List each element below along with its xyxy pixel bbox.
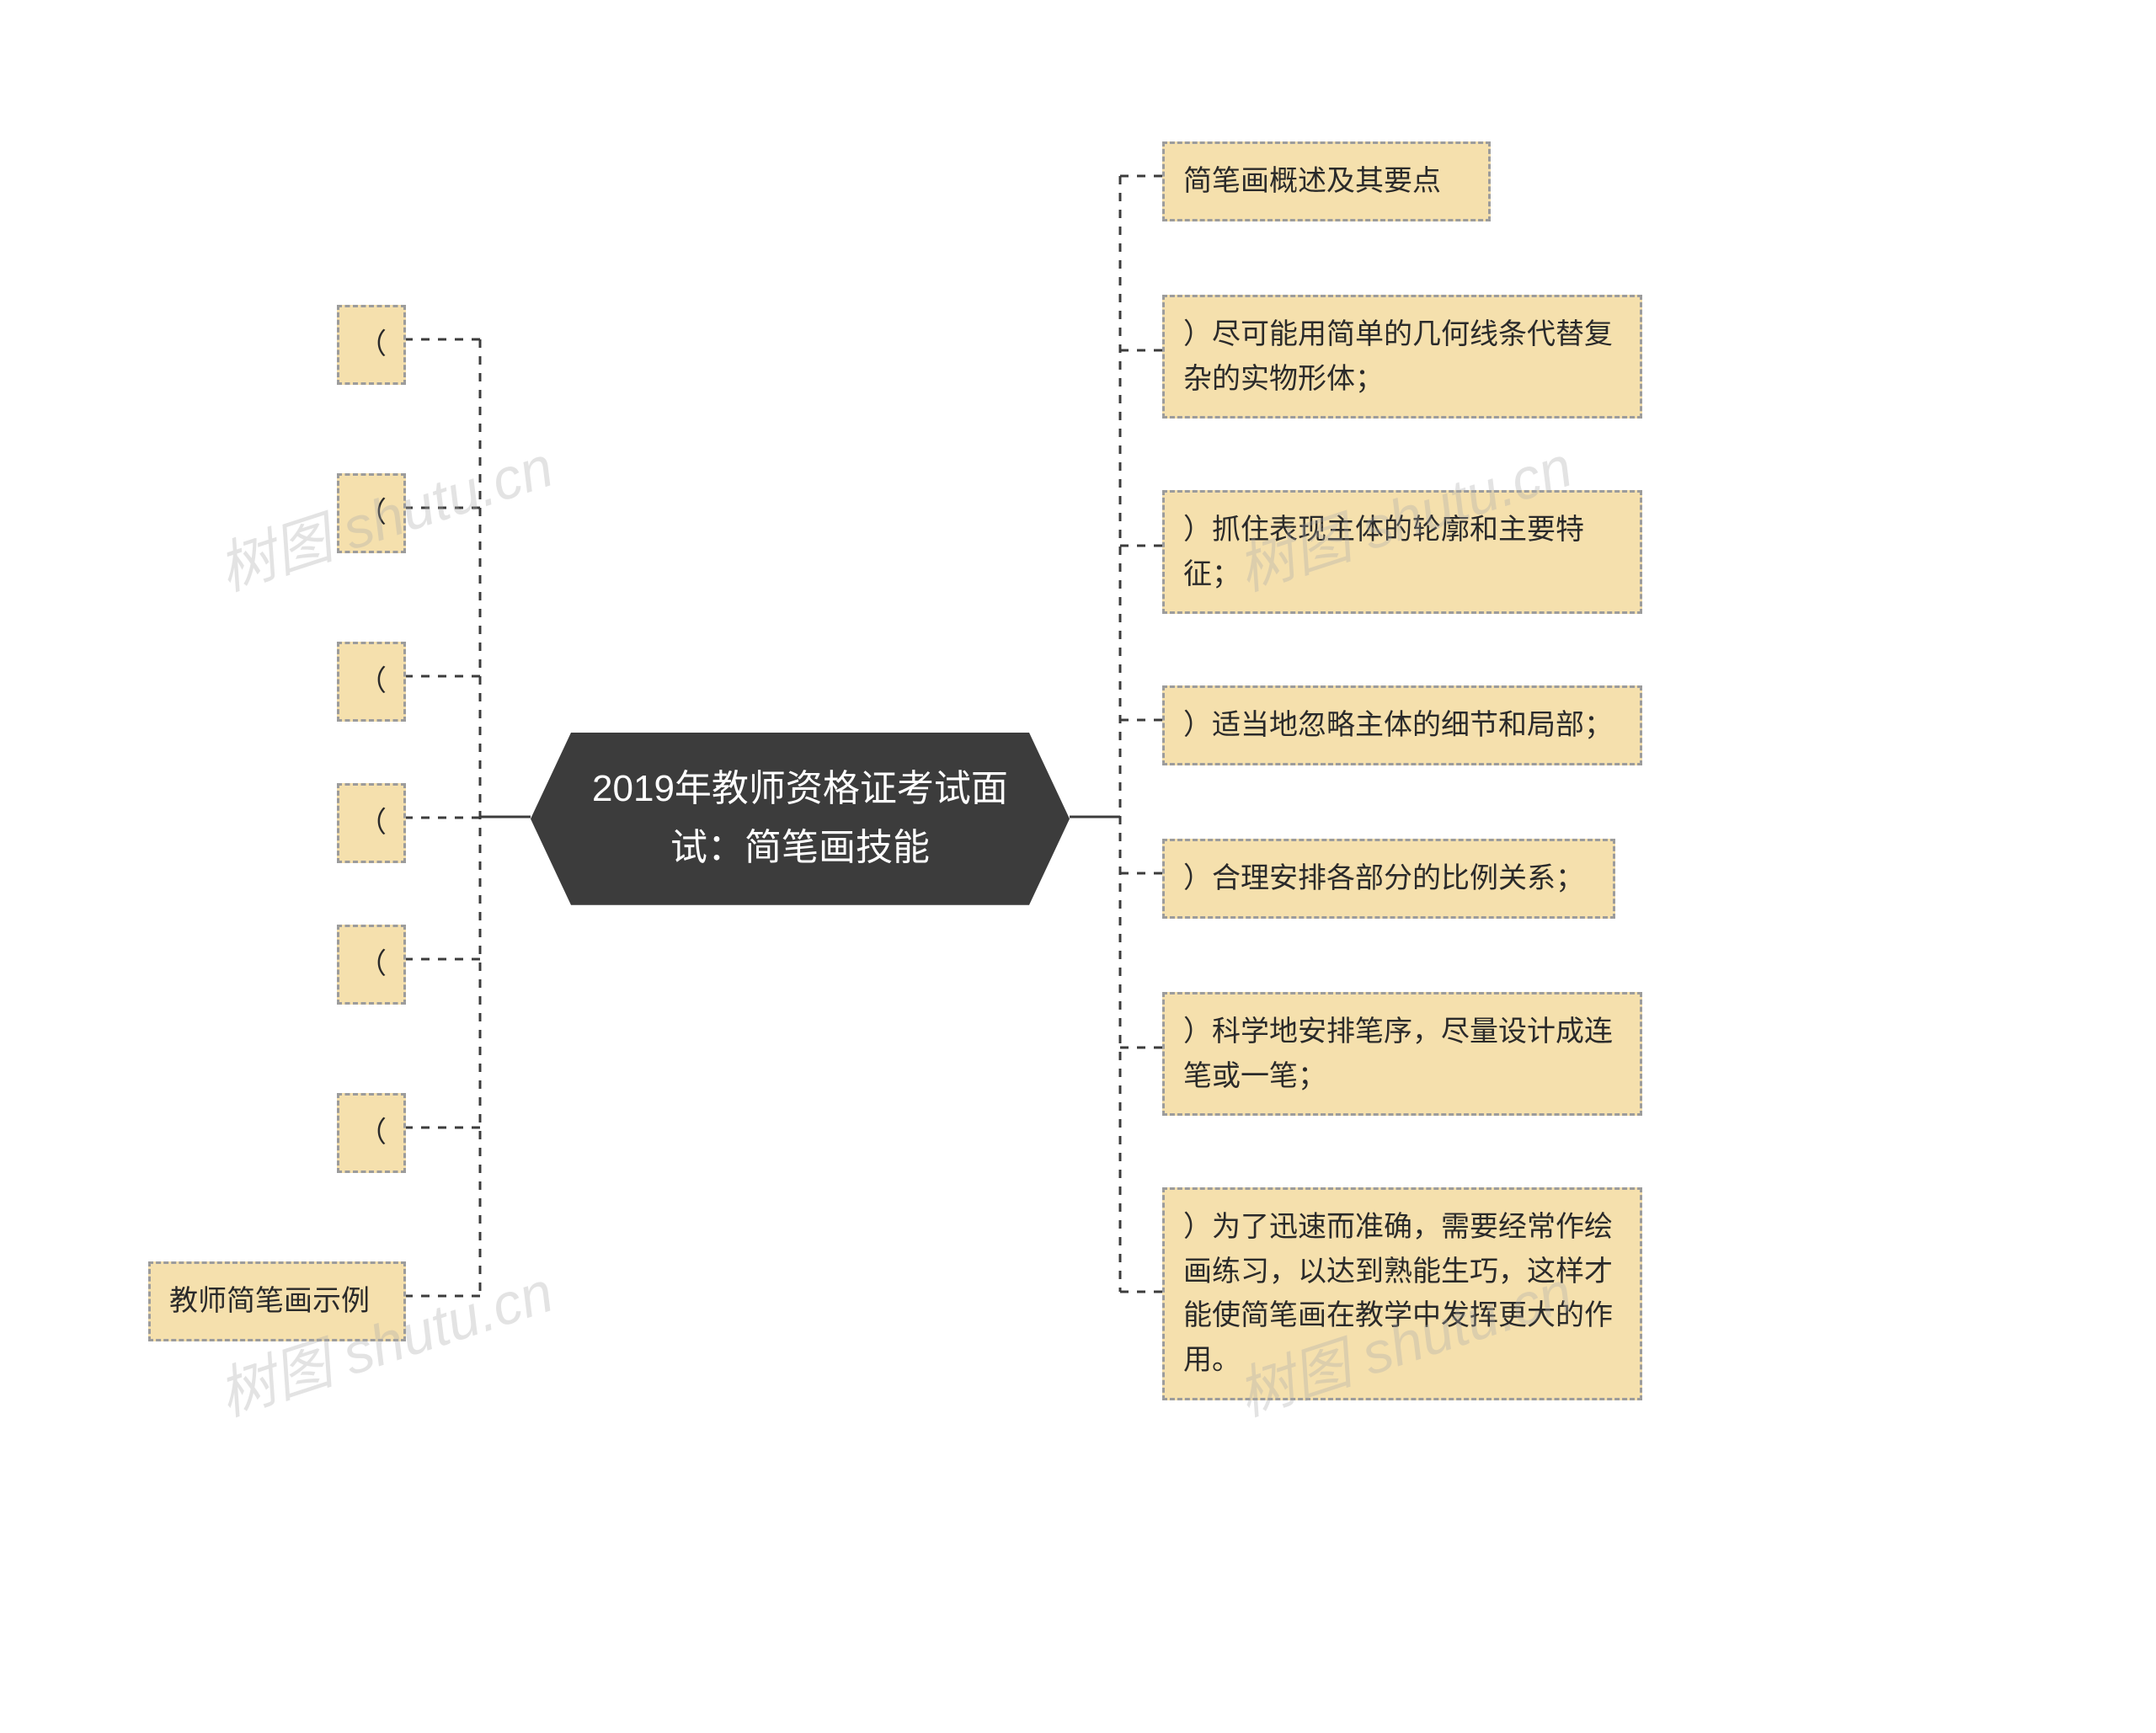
- right-node-label: ）抓住表现主体的轮廓和主要特征；: [1183, 514, 1584, 590]
- left-node-label: （: [358, 328, 387, 360]
- left-node-l3[interactable]: （: [337, 642, 406, 722]
- right-node-label: ）合理安排各部分的比例关系；: [1183, 862, 1584, 894]
- left-node-l5[interactable]: （: [337, 925, 406, 1005]
- left-node-l2[interactable]: （: [337, 473, 406, 553]
- left-node-l7[interactable]: 教师简笔画示例: [148, 1261, 406, 1341]
- left-node-label: （: [358, 1117, 387, 1149]
- left-node-l4[interactable]: （: [337, 783, 406, 863]
- right-node-label: ）为了迅速而准确，需要经常作绘画练习，以达到熟能生巧，这样才能使简笔画在教学中发…: [1183, 1211, 1613, 1376]
- center-topic[interactable]: 2019年教师资格证考试面试：简笔画技能: [531, 733, 1070, 905]
- right-node-r3[interactable]: ）抓住表现主体的轮廓和主要特征；: [1162, 490, 1642, 614]
- right-node-label: ）适当地忽略主体的细节和局部；: [1183, 709, 1613, 741]
- left-node-l1[interactable]: （: [337, 305, 406, 385]
- right-node-r4[interactable]: ）适当地忽略主体的细节和局部；: [1162, 685, 1642, 765]
- left-node-label: （: [358, 807, 387, 839]
- left-node-label: （: [358, 665, 387, 697]
- right-node-label: ）尽可能用简单的几何线条代替复杂的实物形体；: [1183, 318, 1613, 395]
- right-node-r5[interactable]: ）合理安排各部分的比例关系；: [1162, 839, 1615, 919]
- connector-layer: [0, 0, 2156, 1733]
- right-node-r1[interactable]: 简笔画概述及其要点: [1162, 141, 1491, 221]
- left-node-label: （: [358, 948, 387, 980]
- left-node-label: 教师简笔画示例: [169, 1285, 370, 1317]
- left-node-label: （: [358, 497, 387, 529]
- right-node-r2[interactable]: ）尽可能用简单的几何线条代替复杂的实物形体；: [1162, 295, 1642, 419]
- right-node-r6[interactable]: ）科学地安排笔序，尽量设计成连笔或一笔；: [1162, 992, 1642, 1116]
- right-node-label: 简笔画概述及其要点: [1183, 165, 1441, 197]
- left-node-l6[interactable]: （: [337, 1093, 406, 1173]
- center-topic-label: 2019年教师资格证考试面试：简笔画技能: [592, 768, 1008, 868]
- right-node-label: ）科学地安排笔序，尽量设计成连笔或一笔；: [1183, 1016, 1613, 1092]
- right-node-r7[interactable]: ）为了迅速而准确，需要经常作绘画练习，以达到熟能生巧，这样才能使简笔画在教学中发…: [1162, 1187, 1642, 1400]
